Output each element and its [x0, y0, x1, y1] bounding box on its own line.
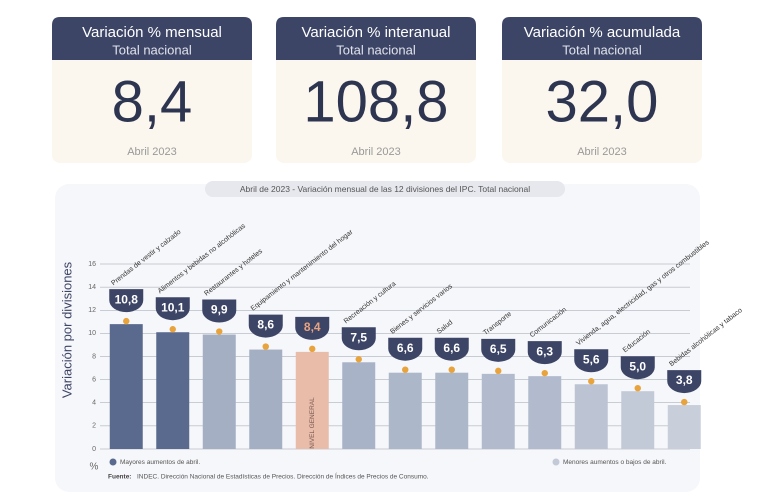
bar	[342, 362, 376, 449]
value-badge	[667, 370, 702, 394]
card-title: Variación % acumulada	[524, 24, 681, 41]
value-label: 8,6	[257, 318, 274, 332]
card-header	[52, 17, 252, 60]
value-label: 6,6	[397, 341, 414, 355]
bar-top-dot	[355, 356, 362, 363]
bar	[435, 372, 469, 449]
chart-title: Abril de 2023 - Variación mensual de las…	[240, 184, 530, 194]
bar-top-dot	[262, 343, 269, 350]
y-tick-label: 2	[92, 423, 96, 430]
bar-top-dot	[588, 378, 595, 385]
bar	[249, 349, 283, 449]
y-tick-label: 8	[92, 353, 96, 360]
bar	[621, 391, 655, 449]
card-title: Variación % mensual	[82, 24, 222, 41]
value-label: 6,3	[536, 344, 553, 358]
bar-top-dot	[448, 366, 455, 373]
bar-top-dot	[216, 328, 223, 335]
bar	[667, 405, 701, 449]
bar	[481, 373, 515, 449]
y-tick-label: 14	[88, 284, 96, 291]
value-label: 6,6	[443, 341, 460, 355]
value-badge	[202, 299, 237, 323]
legend-swatch	[109, 458, 117, 466]
bar-top-dot	[402, 366, 409, 373]
bar-top-dot	[495, 367, 502, 375]
legend-label: Menores aumentos o bajos de abril.	[563, 459, 667, 466]
value-label: 10,1	[161, 300, 185, 314]
y-tick-label: 4	[92, 400, 96, 407]
bar	[202, 334, 236, 449]
card-header	[502, 17, 702, 60]
value-label: 9,9	[211, 303, 228, 317]
value-badge	[620, 356, 655, 380]
value-label: 8,4	[304, 320, 321, 334]
chart-title-bg	[205, 181, 565, 197]
value-badge	[248, 314, 283, 338]
value-badge	[527, 341, 562, 365]
value-badge	[155, 297, 190, 321]
value-badge	[434, 337, 469, 361]
legend-label: Mayores aumentos de abril.	[120, 459, 200, 466]
bar	[156, 332, 190, 449]
y-tick-label: 12	[88, 307, 96, 314]
bar	[388, 372, 422, 449]
card-date: Abril 2023	[127, 146, 177, 158]
bar	[574, 384, 608, 449]
bar	[109, 324, 143, 449]
card-value: 8,4	[112, 69, 193, 134]
bar	[295, 351, 329, 449]
category-label: NIVEL GENERAL	[309, 397, 316, 449]
value-label: 5,0	[629, 359, 646, 373]
value-badge	[295, 316, 330, 340]
card-subtitle: Total nacional	[112, 42, 192, 57]
card-value: 32,0	[546, 69, 659, 134]
bar-top-dot	[169, 326, 176, 333]
value-badge	[341, 327, 376, 351]
card-subtitle: Total nacional	[562, 42, 642, 57]
value-label: 3,8	[676, 373, 693, 387]
bar	[528, 376, 562, 449]
source-label: Fuente:	[108, 474, 131, 481]
card-header	[276, 17, 476, 60]
value-label: 7,5	[350, 330, 367, 344]
bar-top-dot	[681, 398, 688, 406]
bar-top-dot	[634, 384, 641, 392]
value-label: 6,5	[490, 342, 507, 356]
y-tick-label: 6	[92, 376, 96, 383]
source: INDEC. Dirección Nacional de Estadística…	[137, 472, 429, 481]
y-tick-label: 16	[88, 261, 96, 268]
legend-swatch	[552, 458, 560, 466]
y-axis-label: Variación por divisiones	[59, 261, 74, 398]
value-label: 10,8	[115, 292, 139, 306]
card-title: Variación % interanual	[302, 24, 451, 41]
value-badge	[481, 338, 516, 362]
card-value: 108,8	[303, 69, 448, 134]
value-badge	[574, 349, 609, 373]
value-label: 5,6	[583, 352, 600, 366]
card-subtitle: Total nacional	[336, 42, 416, 57]
card-date: Abril 2023	[351, 146, 401, 158]
bar-top-dot	[309, 345, 316, 353]
y-tick-label: 0	[92, 446, 96, 453]
y-tick-label: 10	[88, 330, 96, 337]
value-badge	[109, 289, 144, 313]
y-unit: %	[90, 462, 99, 473]
bar-top-dot	[541, 369, 548, 377]
bar-top-dot	[123, 317, 130, 325]
card-date: Abril 2023	[577, 146, 627, 158]
value-badge	[388, 337, 423, 361]
